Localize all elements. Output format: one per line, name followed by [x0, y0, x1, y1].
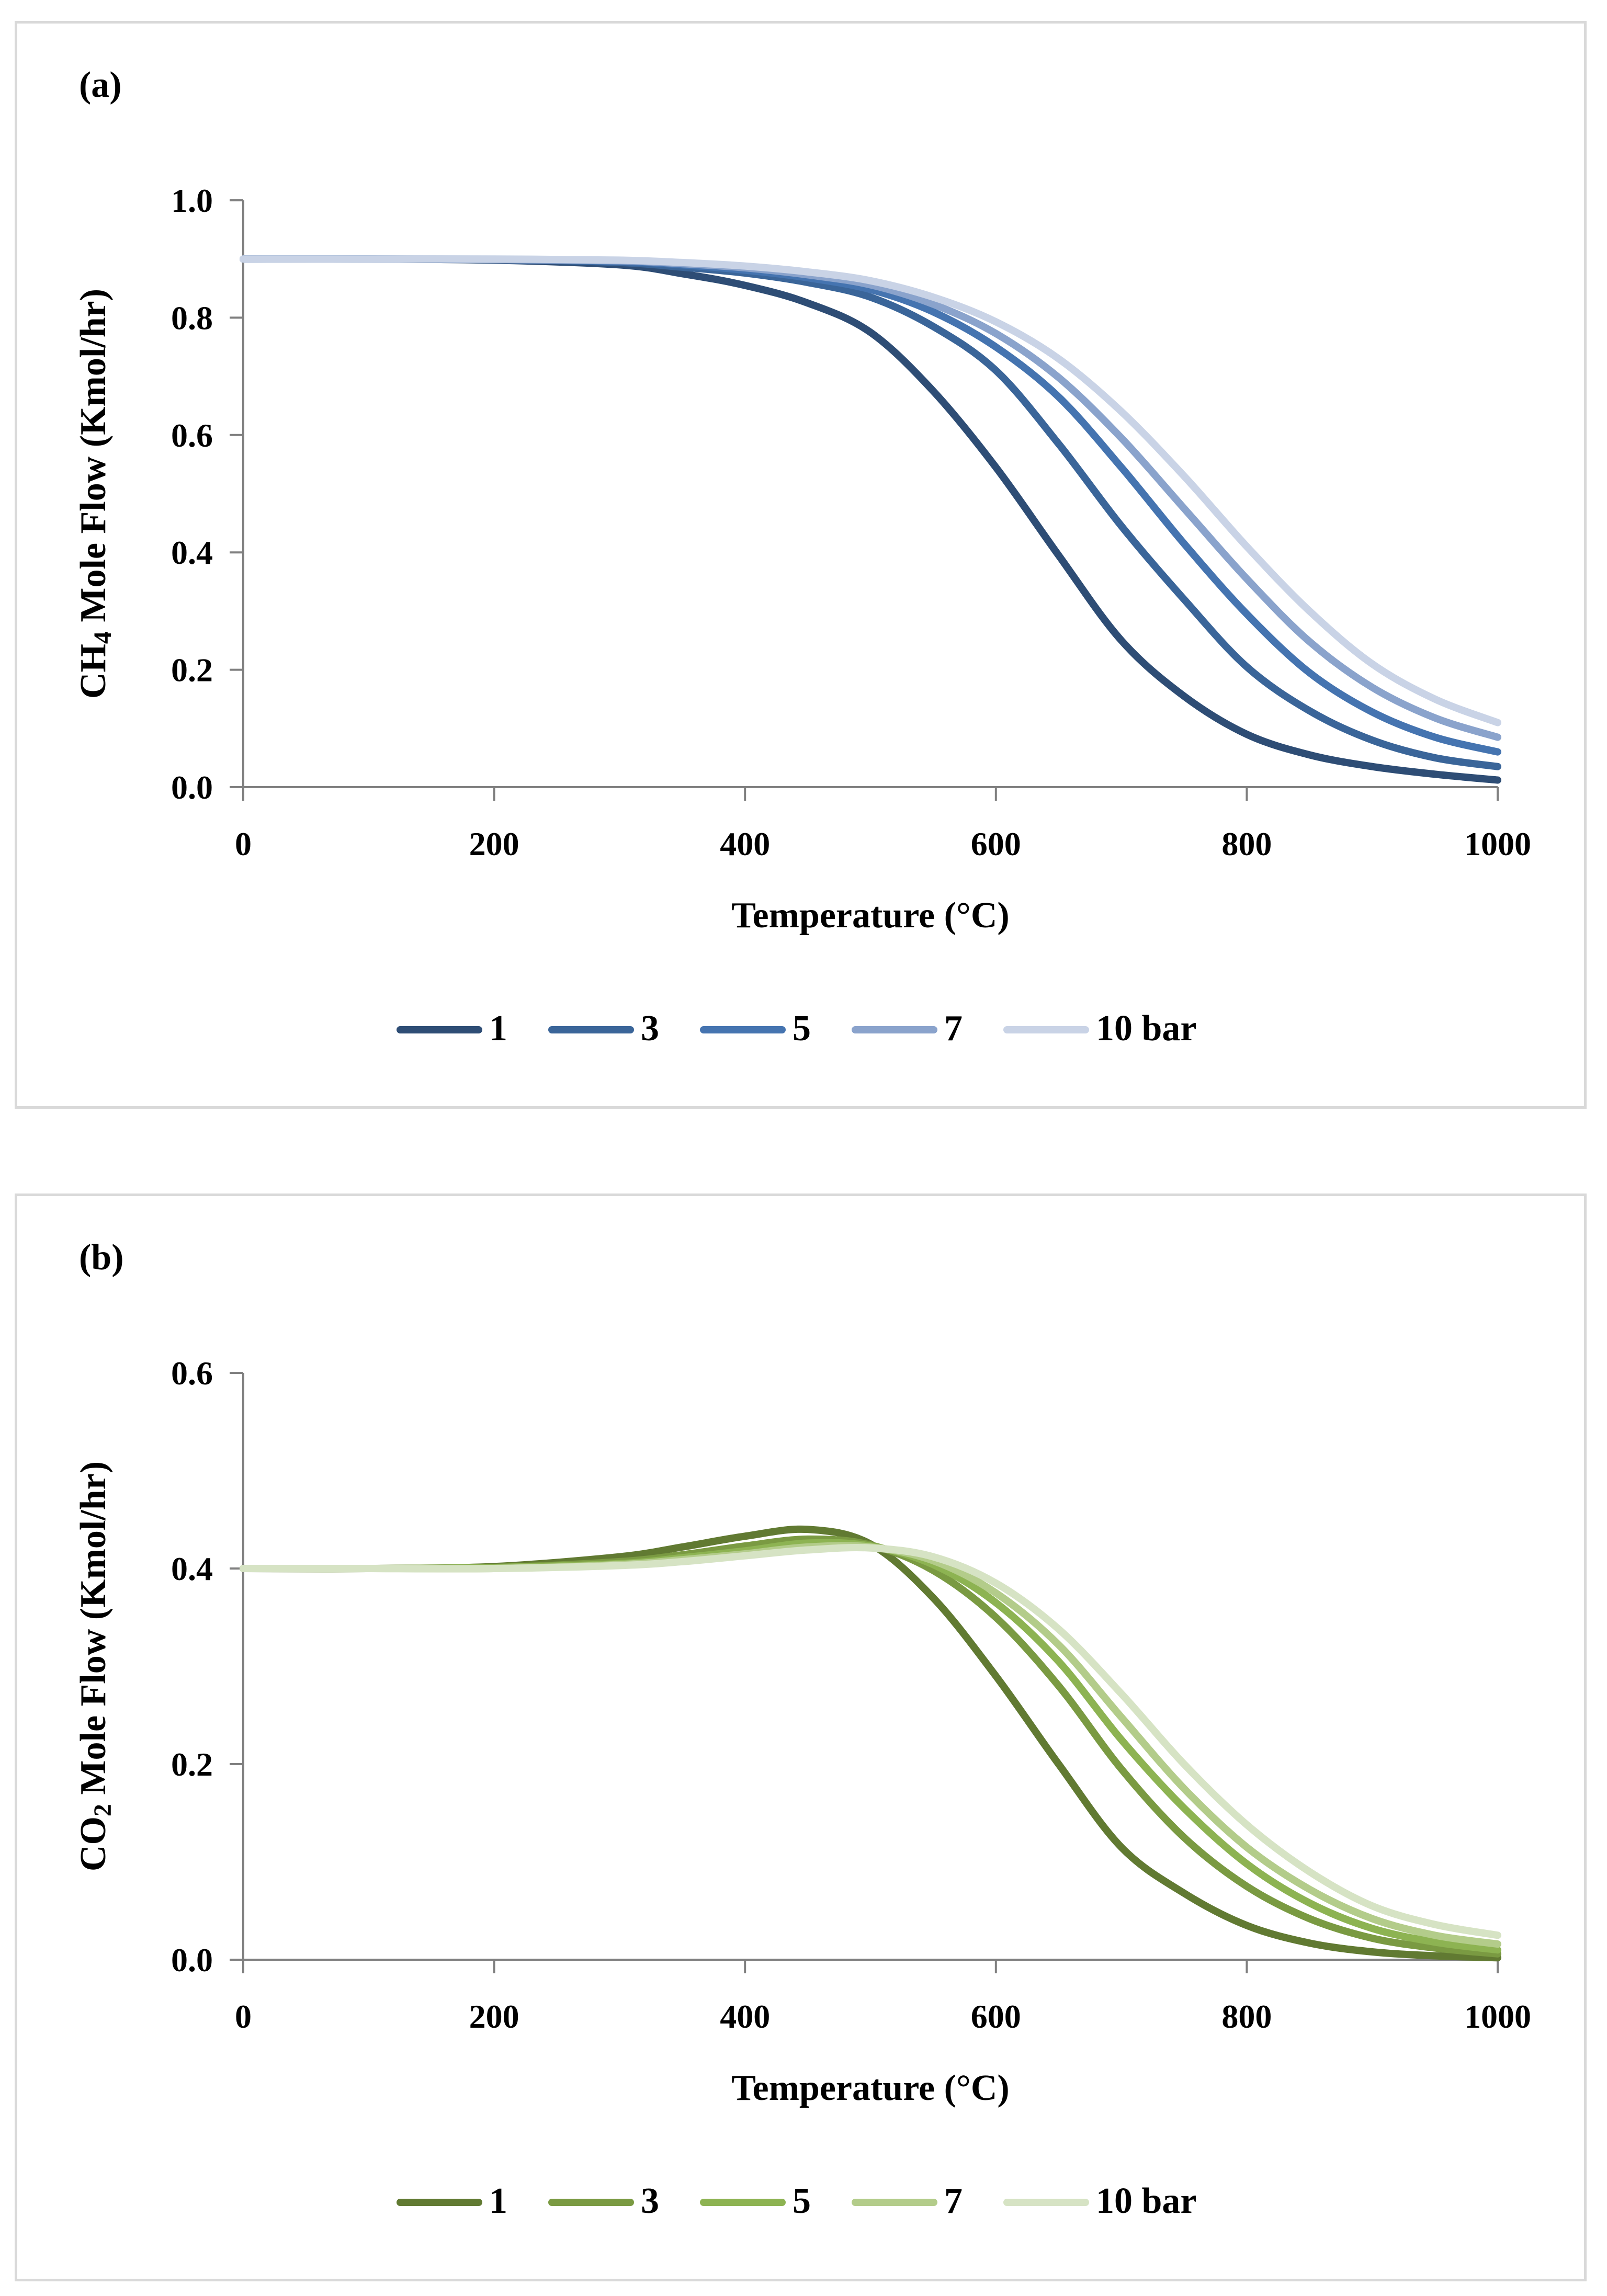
chart-panel-a: (a) 0.0 0.2 0.4 0.6 0.8 1.0 0 200 400 600 800 1000 Te…	[15, 21, 1587, 1109]
y-axis-label-a: CH4 Mole Flow (Kmol/hr)	[73, 289, 117, 699]
legend-label-a-0: 1	[489, 1008, 507, 1049]
y-label-subscript: 4	[89, 631, 117, 644]
x-tick-label-b: 600	[971, 1998, 1021, 2035]
chart-b-svg: (b) 0.0 0.2 0.4 0.6 0 200 400 600 800 1000 Temperat…	[73, 1237, 1531, 2221]
y-axis-label-b: CO2 Mole Flow (Kmol/hr)	[73, 1461, 117, 1871]
y-tick-label-b: 0.4	[171, 1550, 213, 1587]
panel-label-a: (a)	[79, 65, 122, 105]
x-tick-label-b: 400	[720, 1998, 770, 2035]
legend-label-b-3: 7	[944, 2181, 963, 2221]
legend-label-b-1: 3	[641, 2181, 659, 2221]
x-tick-label-b: 1000	[1464, 1998, 1531, 2035]
x-tick-label-b: 200	[469, 1998, 519, 2035]
y-tick-label-a: 0.8	[171, 299, 213, 336]
y-tick-label-a: 0.6	[171, 417, 213, 454]
y-label-suffix: Mole Flow (Kmol/hr)	[73, 1461, 114, 1804]
legend-label-a-3: 7	[944, 1008, 963, 1049]
y-tick-label-b: 0.6	[171, 1355, 213, 1392]
x-tick-label-a: 200	[469, 825, 519, 862]
x-axis-label-b: Temperature (°C)	[731, 2068, 1010, 2108]
y-tick-label-a: 0.0	[171, 769, 213, 806]
x-tick-label-a: 1000	[1464, 825, 1531, 862]
x-tick-label-b: 0	[235, 1998, 252, 2035]
x-tick-label-a: 600	[971, 825, 1021, 862]
legend-label-b-4: 10 bar	[1096, 2181, 1197, 2221]
y-label-prefix: CO	[73, 1816, 114, 1871]
y-tick-label-a: 1.0	[171, 182, 213, 219]
x-tick-label-a: 0	[235, 825, 252, 862]
y-tick-label-b: 0.2	[171, 1746, 213, 1783]
x-tick-label-a: 800	[1221, 825, 1272, 862]
legend-label-a-4: 10 bar	[1096, 1008, 1197, 1049]
legend-label-b-0: 1	[489, 2181, 507, 2221]
legend-label-a-1: 3	[641, 1008, 659, 1049]
y-label-subscript: 2	[89, 1804, 117, 1816]
x-axis-label-a: Temperature (°C)	[731, 895, 1010, 936]
series-line-a-4	[240, 255, 1501, 726]
y-label-suffix: Mole Flow (Kmol/hr)	[73, 289, 114, 631]
series-line-a-0	[240, 255, 1501, 784]
x-tick-label-a: 400	[720, 825, 770, 862]
y-tick-label-a: 0.4	[171, 534, 213, 571]
chart-a-svg: (a) 0.0 0.2 0.4 0.6 0.8 1.0 0 200 400 600 800 1000 Te…	[73, 65, 1531, 1049]
y-tick-label-a: 0.2	[171, 652, 213, 689]
y-label-prefix: CH	[73, 644, 114, 699]
chart-panel-b: (b) 0.0 0.2 0.4 0.6 0 200 400 600 800 1000 Temperat…	[15, 1194, 1587, 2281]
y-tick-label-b: 0.0	[171, 1941, 213, 1979]
series-line-b-3	[240, 1542, 1501, 1948]
series-line-b-4	[240, 1544, 1501, 1939]
panel-label-b: (b)	[79, 1237, 124, 1278]
legend-label-b-2: 5	[793, 2181, 811, 2221]
legend-label-a-2: 5	[793, 1008, 811, 1049]
x-tick-label-b: 800	[1221, 1998, 1272, 2035]
